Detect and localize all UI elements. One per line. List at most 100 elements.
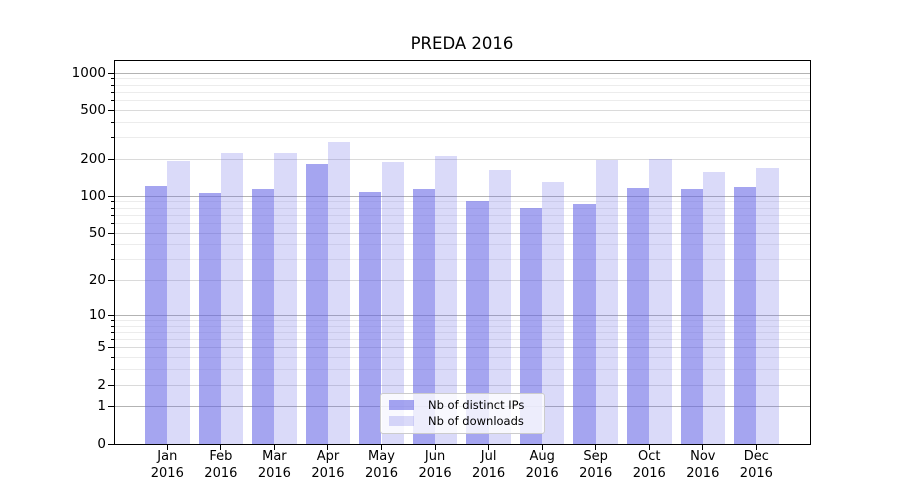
x-tick-mark <box>702 444 704 450</box>
y-tick-mark <box>108 280 114 282</box>
minor-gridline <box>114 325 810 327</box>
x-tick-mark <box>434 444 436 450</box>
x-tick-mark <box>595 444 597 450</box>
x-tick-mark <box>381 444 382 450</box>
legend-row: Nb of distinct IPs <box>389 397 536 413</box>
legend-swatch-icon <box>389 400 414 410</box>
y-minor-tick-mark <box>111 214 114 216</box>
y-tick-mark <box>108 384 114 386</box>
y-tick-mark <box>108 406 114 408</box>
x-tick-label: Oct 2016 <box>617 449 681 482</box>
y-tick-label: 1 <box>97 398 106 415</box>
x-tick-mark <box>488 444 490 450</box>
y-gridline <box>114 158 810 160</box>
y-minor-tick-mark <box>111 84 114 86</box>
bar-downloads <box>649 158 672 444</box>
x-tick-label: Dec 2016 <box>724 449 788 482</box>
y-tick-mark <box>108 195 114 197</box>
y-minor-tick-mark <box>111 201 114 203</box>
x-tick-mark <box>166 444 168 450</box>
bar-downloads <box>327 142 351 444</box>
x-tick-label: Mar 2016 <box>242 449 306 482</box>
minor-gridline <box>114 201 810 203</box>
y-gridline <box>114 109 810 111</box>
y-tick-mark <box>108 347 114 349</box>
bar-distinct-ips <box>466 200 489 444</box>
bar-downloads <box>220 152 244 444</box>
legend-swatch-icon <box>389 416 414 426</box>
x-label-year: 2016 <box>204 465 238 481</box>
y-minor-tick-mark <box>111 357 114 359</box>
minor-gridline <box>114 91 810 93</box>
minor-gridline <box>114 244 810 246</box>
y-minor-tick-mark <box>111 369 114 371</box>
y-tick-label: 10 <box>88 306 106 323</box>
y-gridline <box>114 384 810 386</box>
y-minor-tick-mark <box>111 207 114 209</box>
bar-distinct-ips <box>573 203 596 444</box>
minor-gridline <box>114 319 810 321</box>
y-gridline <box>114 195 810 197</box>
x-label-month: Feb <box>209 449 233 464</box>
x-tick-mark <box>541 444 543 450</box>
bar-downloads <box>167 160 190 444</box>
bar-distinct-ips <box>359 192 382 444</box>
bar-downloads <box>381 162 404 444</box>
y-tick-label: 1000 <box>71 64 106 81</box>
x-label-year: 2016 <box>150 465 184 481</box>
x-label-year: 2016 <box>257 465 291 481</box>
minor-gridline <box>114 369 810 371</box>
minor-gridline <box>114 222 810 224</box>
x-tick-label: Nov 2016 <box>671 449 735 482</box>
y-tick-mark <box>108 109 114 111</box>
x-label-year: 2016 <box>739 465 773 481</box>
x-label-month: Apr <box>316 449 340 464</box>
y-minor-tick-mark <box>111 121 114 123</box>
x-label-month: Dec <box>743 449 769 464</box>
x-tick-label: Feb 2016 <box>189 449 253 482</box>
y-tick-mark <box>108 443 114 445</box>
minor-gridline <box>114 78 810 80</box>
bar-downloads <box>702 171 726 444</box>
y-minor-tick-mark <box>111 339 114 341</box>
bar-downloads <box>756 168 779 444</box>
minor-gridline <box>114 357 810 359</box>
y-tick-mark <box>108 232 114 234</box>
y-minor-tick-mark <box>111 325 114 327</box>
x-label-year: 2016 <box>472 465 506 481</box>
y-minor-tick-mark <box>111 319 114 321</box>
minor-gridline <box>114 100 810 102</box>
y-tick-label: 100 <box>80 187 106 204</box>
bar-distinct-ips <box>680 189 703 444</box>
x-tick-label: Sep 2016 <box>564 449 628 482</box>
x-label-month: Sep <box>583 449 608 464</box>
x-tick-label: Jul 2016 <box>457 449 521 482</box>
y-tick-label: 200 <box>80 150 106 167</box>
bar-distinct-ips <box>412 188 436 444</box>
bar-downloads <box>435 155 458 444</box>
bar-distinct-ips <box>198 192 221 444</box>
x-tick-mark <box>648 444 650 450</box>
bar-distinct-ips <box>519 208 543 444</box>
x-label-month: Jun <box>424 449 446 464</box>
minor-gridline <box>114 339 810 341</box>
x-tick-label: Jun 2016 <box>403 449 467 482</box>
y-tick-label: 5 <box>97 339 106 356</box>
y-tick-mark <box>108 158 114 160</box>
bar-downloads <box>542 182 565 444</box>
y-tick-label: 2 <box>97 376 106 393</box>
bar-distinct-ips <box>145 186 168 444</box>
y-tick-label: 500 <box>80 101 106 118</box>
legend: Nb of distinct IPs Nb of downloads <box>380 392 545 434</box>
x-tick-label: Apr 2016 <box>296 449 360 482</box>
y-gridline <box>114 280 810 282</box>
y-minor-tick-mark <box>111 137 114 139</box>
minor-gridline <box>114 214 810 216</box>
x-label-month: Aug <box>529 449 555 464</box>
x-tick-label: Aug 2016 <box>510 449 574 482</box>
x-label-month: Nov <box>690 449 716 464</box>
legend-row: Nb of downloads <box>389 413 536 429</box>
x-tick-mark <box>755 444 757 450</box>
x-label-year: 2016 <box>525 465 559 481</box>
